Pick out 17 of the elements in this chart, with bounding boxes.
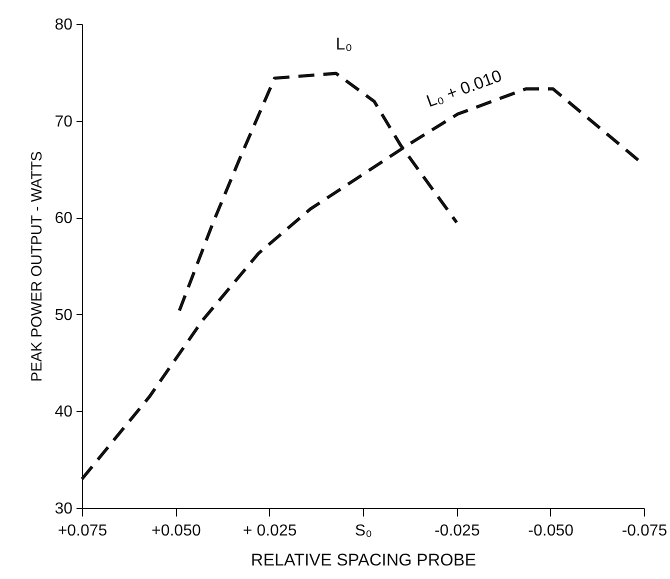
x-tick-label: +0.050 xyxy=(151,522,201,540)
y-axis-title: PEAK POWER OUTPUT - WATTS xyxy=(28,151,46,382)
x-tick-label: -0.050 xyxy=(528,522,574,540)
y-tick-label: 50 xyxy=(54,306,73,324)
y-tick-label: 40 xyxy=(54,404,73,421)
x-tick-label: S₀ xyxy=(354,522,372,540)
y-tick-label: 60 xyxy=(54,210,73,228)
x-tick-label: -0.025 xyxy=(434,522,480,540)
y-tick-label: 70 xyxy=(54,113,73,130)
y-tick-label: 80 xyxy=(54,16,73,34)
x-tick-label: -0.075 xyxy=(622,522,668,540)
text: L₀ + 0.010 xyxy=(424,66,504,111)
y-tick-label: 30 xyxy=(54,500,73,518)
series-label: L₀ xyxy=(336,34,352,54)
x-tick-label: + 0.025 xyxy=(242,522,297,540)
x-axis-title: RELATIVE SPACING PROBE xyxy=(250,550,476,570)
x-tick-label: +0.075 xyxy=(58,522,108,540)
